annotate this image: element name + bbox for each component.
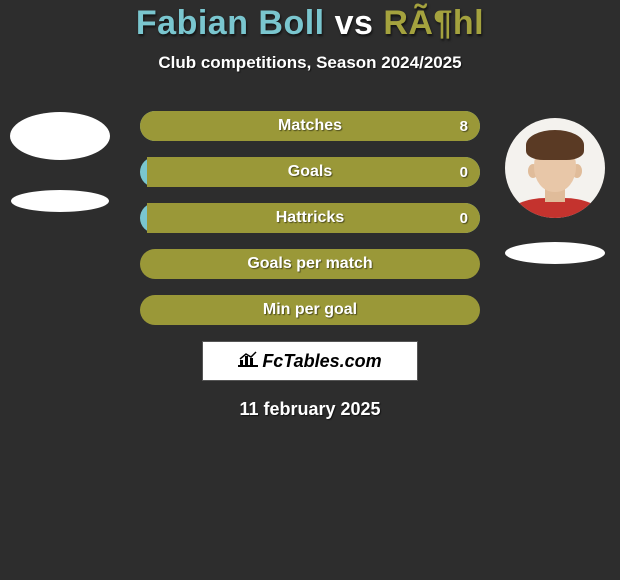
logo-text: FcTables.com [262, 351, 381, 372]
player1-avatar-area [10, 112, 110, 212]
chart-icon [238, 351, 258, 371]
avatar-hair [526, 130, 584, 160]
stat-row: Goals 0 [140, 157, 480, 187]
stat-value-right: 8 [460, 118, 468, 135]
player2-avatar-area [500, 118, 610, 264]
date-label: 11 february 2025 [0, 399, 620, 420]
stat-row: Min per goal [140, 295, 480, 325]
player2-avatar [505, 118, 605, 218]
stat-value-right: 0 [460, 210, 468, 227]
stat-label: Goals per match [247, 255, 372, 273]
player1-avatar-placeholder [10, 112, 110, 160]
stat-row: Goals per match [140, 249, 480, 279]
stat-row: Matches 8 [140, 111, 480, 141]
stats-container: Matches 8 Goals 0 Hattricks 0 Goals per match M… [140, 111, 480, 325]
player2-name: RÃ¶hl [383, 4, 484, 42]
player1-name: Fabian Boll [136, 4, 325, 42]
stat-label: Hattricks [276, 209, 344, 227]
stat-label: Min per goal [263, 301, 357, 319]
page-title: Fabian Boll vs RÃ¶hl [0, 4, 620, 43]
source-logo: FcTables.com [202, 341, 418, 381]
stat-row: Hattricks 0 [140, 203, 480, 233]
vs-text: vs [335, 4, 374, 42]
player2-club-placeholder [505, 242, 605, 264]
stat-label: Matches [278, 117, 342, 135]
stat-value-right: 0 [460, 164, 468, 181]
player1-club-placeholder [11, 190, 109, 212]
stat-label: Goals [288, 163, 332, 181]
subtitle: Club competitions, Season 2024/2025 [0, 53, 620, 73]
